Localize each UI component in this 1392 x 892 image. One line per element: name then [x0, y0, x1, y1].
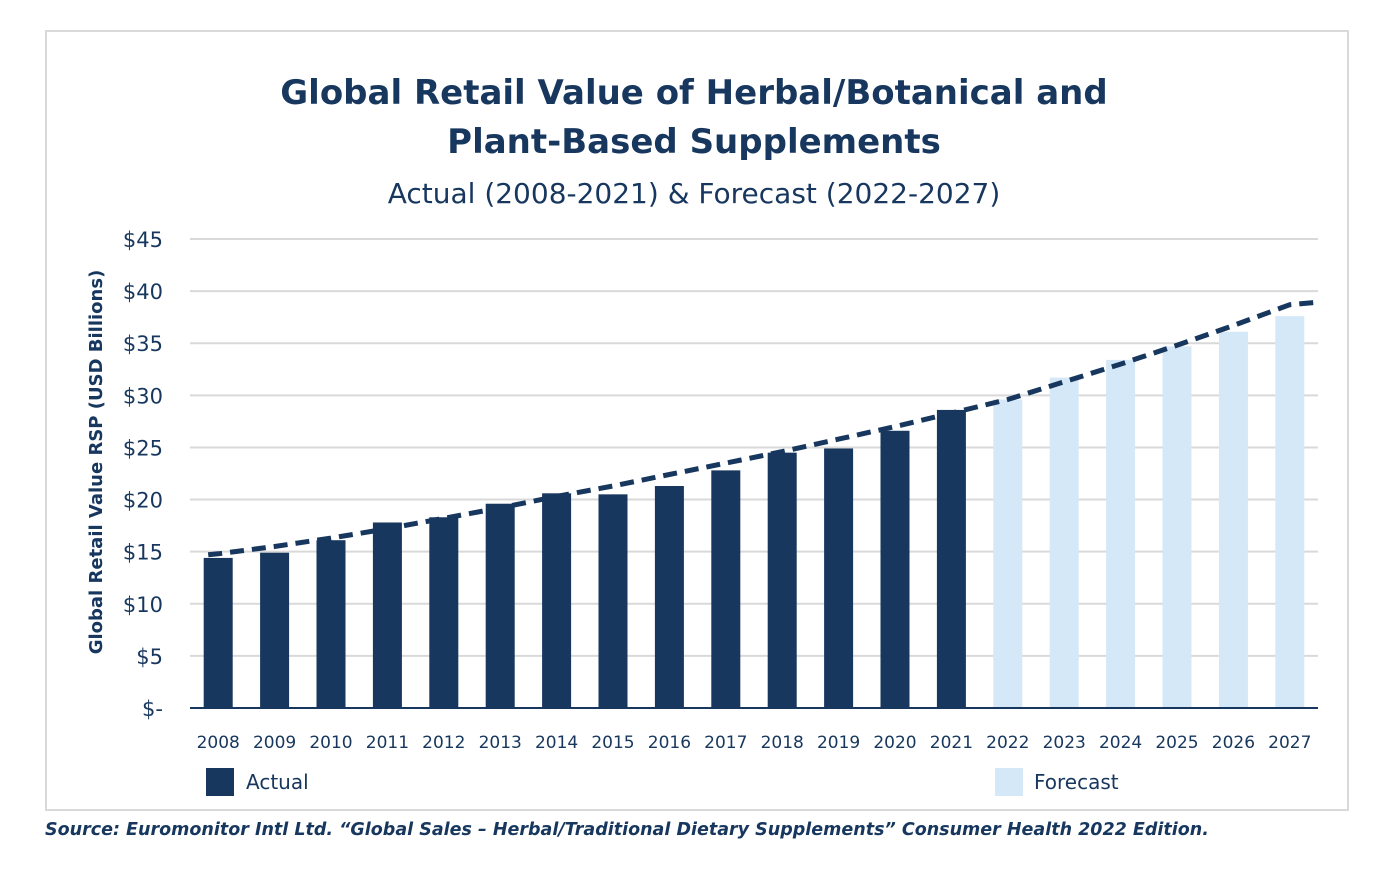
y-tick-label: $30: [123, 384, 163, 408]
bar-forecast-2027: [1275, 316, 1305, 708]
x-tick-label: 2015: [591, 733, 634, 753]
y-tick-label: $-: [142, 697, 163, 721]
bar-actual-2018: [767, 452, 797, 708]
y-tick-label: $35: [123, 332, 163, 356]
x-tick-label: 2013: [479, 733, 522, 753]
x-tick-label: 2014: [535, 733, 578, 753]
source-note: Source: Euromonitor Intl Ltd. “Global Sa…: [45, 820, 1209, 840]
chart-title-line-2: Plant-Based Supplements: [447, 122, 941, 162]
x-tick-label: 2009: [253, 733, 296, 753]
y-tick-label: $20: [123, 489, 163, 513]
legend-label-forecast: Forecast: [1034, 770, 1119, 794]
chart-subtitle: Actual (2008-2021) & Forecast (2022-2027…: [388, 177, 1001, 210]
x-tick-label: 2021: [930, 733, 973, 753]
x-tick-label: 2017: [704, 733, 747, 753]
x-tick-label: 2011: [366, 733, 409, 753]
bar-actual-2009: [260, 552, 290, 708]
y-tick-labels: $- $5 $10 $15 $20 $25 $30 $35 $40 $45: [123, 228, 163, 721]
bar-actual-2011: [372, 522, 402, 708]
x-tick-label: 2019: [817, 733, 860, 753]
chart-title-line-1: Global Retail Value of Herbal/Botanical …: [280, 73, 1107, 113]
y-tick-label: $10: [123, 593, 163, 617]
x-tick-label: 2018: [761, 733, 804, 753]
bar-actual-2020: [880, 430, 910, 708]
y-tick-label: $40: [123, 280, 163, 304]
bar-actual-2008: [203, 557, 233, 708]
bar-actual-2021: [936, 409, 966, 708]
x-tick-label: 2008: [197, 733, 240, 753]
legend-swatch-actual: [206, 768, 234, 796]
bar-forecast-2022: [993, 399, 1023, 708]
bar-actual-2016: [654, 486, 684, 708]
x-tick-label: 2026: [1212, 733, 1255, 753]
bar-actual-2017: [711, 470, 741, 708]
x-tick-labels: 2008 2009 2010 2011 2012 2013 2014 2015 2016 2017…: [197, 733, 1312, 753]
x-tick-label: 2010: [309, 733, 352, 753]
bar-forecast-2026: [1218, 331, 1248, 708]
y-tick-label: $25: [123, 436, 163, 460]
legend-swatch-forecast: [995, 768, 1023, 796]
legend-label-actual: Actual: [246, 770, 309, 794]
y-tick-label: $5: [136, 645, 163, 669]
y-axis-label: Global Retail Value RSP (USD Billions): [86, 270, 107, 655]
trendline: [207, 300, 1315, 558]
x-tick-label: 2020: [873, 733, 916, 753]
bars: [203, 316, 1305, 708]
bar-actual-2010: [316, 540, 346, 708]
y-tick-label: $15: [123, 541, 163, 565]
bar-forecast-2025: [1162, 346, 1192, 708]
x-tick-label: 2023: [1043, 733, 1086, 753]
x-tick-label: 2022: [986, 733, 1029, 753]
y-tick-label: $45: [123, 228, 163, 252]
x-tick-label: 2025: [1155, 733, 1198, 753]
gridlines: [190, 238, 1318, 657]
x-tick-label: 2012: [422, 733, 465, 753]
bar-actual-2019: [824, 448, 854, 708]
bar-actual-2014: [542, 493, 572, 708]
bar-forecast-2023: [1049, 377, 1079, 708]
x-tick-label: 2016: [648, 733, 691, 753]
x-tick-label: 2027: [1268, 733, 1311, 753]
x-tick-label: 2024: [1099, 733, 1142, 753]
bar-actual-2012: [429, 517, 459, 708]
bar-forecast-2024: [1106, 359, 1136, 708]
bar-actual-2015: [598, 494, 628, 708]
bar-actual-2013: [485, 503, 515, 708]
